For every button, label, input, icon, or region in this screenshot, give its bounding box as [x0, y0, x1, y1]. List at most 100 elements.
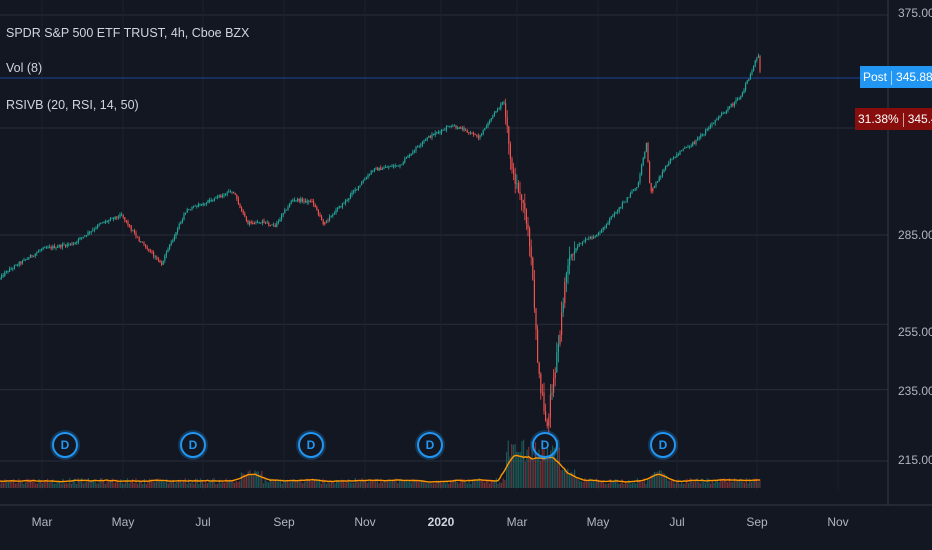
price-candle	[148, 248, 150, 251]
volume-bar	[713, 482, 715, 488]
volume-bar	[358, 482, 360, 488]
volume-bar	[495, 478, 497, 488]
price-candle	[266, 222, 268, 224]
price-candle	[724, 112, 726, 114]
volume-bar	[704, 483, 707, 488]
volume-bar	[244, 474, 246, 488]
volume-bar	[356, 480, 358, 488]
price-candle	[258, 222, 260, 224]
volume-bar	[18, 478, 20, 488]
volume-bar	[609, 479, 611, 488]
price-candle	[629, 193, 631, 198]
price-candle	[679, 151, 681, 155]
price-candle	[106, 221, 108, 222]
legend-rsivb[interactable]: RSIVB (20, RSI, 14, 50)	[6, 98, 139, 112]
volume-bar	[677, 479, 679, 488]
price-candle	[642, 157, 644, 165]
price-candle	[284, 209, 286, 213]
price-candle	[181, 219, 183, 223]
price-candle	[397, 165, 399, 167]
volume-bar	[618, 483, 620, 488]
volume-bar	[414, 480, 416, 488]
price-candle	[506, 117, 508, 127]
volume-bar	[86, 481, 88, 488]
volume-bar	[154, 481, 156, 488]
price-candle	[268, 223, 270, 226]
volume-bar	[465, 482, 467, 488]
price-candle	[612, 215, 614, 217]
price-candle	[735, 99, 737, 103]
volume-bar	[89, 481, 91, 488]
price-candle	[548, 417, 550, 426]
price-candle	[441, 129, 443, 133]
price-candle	[468, 132, 470, 134]
dividend-marker[interactable]: D	[52, 432, 78, 458]
price-candle	[37, 251, 39, 253]
volume-bar	[708, 479, 710, 488]
price-candle	[423, 140, 425, 143]
price-candle	[50, 246, 52, 249]
price-candle	[514, 173, 516, 184]
price-candle	[183, 213, 185, 220]
price-candle	[47, 247, 49, 248]
dividend-marker[interactable]: D	[180, 432, 206, 458]
price-candle	[420, 144, 422, 146]
volume-bar	[45, 479, 47, 488]
volume-bar	[679, 483, 681, 488]
price-candle	[73, 243, 75, 245]
volume-bar	[429, 482, 431, 488]
volume-bar	[60, 483, 62, 488]
price-candle	[354, 189, 356, 191]
price-candle	[674, 157, 676, 159]
price-candle	[389, 166, 391, 167]
price-candle	[330, 216, 332, 217]
volume-bar	[286, 480, 288, 488]
volume-bar	[249, 470, 251, 488]
volume-bar	[543, 447, 545, 488]
volume-bar	[30, 479, 32, 488]
volume-bar	[225, 478, 227, 488]
dividend-marker[interactable]: D	[417, 432, 443, 458]
volume-bar	[259, 474, 261, 488]
volume-bar	[431, 483, 433, 488]
price-candle	[663, 169, 665, 173]
volume-bar	[167, 483, 169, 488]
volume-bar	[747, 483, 749, 488]
price-candle	[497, 109, 499, 112]
volume-bar	[380, 478, 382, 488]
price-candle	[146, 246, 148, 249]
price-candle	[60, 245, 62, 248]
price-candle	[610, 216, 612, 220]
price-candle	[682, 148, 684, 151]
volume-bar	[687, 483, 690, 488]
legend-volume[interactable]: Vol (8)	[6, 61, 43, 75]
price-candle	[220, 195, 222, 198]
price-candle	[581, 242, 583, 245]
price-candle	[385, 167, 387, 168]
volume-bar	[296, 480, 299, 488]
dividend-marker[interactable]: D	[532, 432, 558, 458]
volume-bar	[130, 481, 132, 488]
volume-bar	[364, 480, 367, 488]
volume-bar	[38, 478, 40, 488]
price-candle	[522, 199, 524, 204]
price-candle	[89, 232, 91, 233]
volume-bar	[579, 480, 581, 488]
price-candle	[63, 244, 65, 246]
price-candle	[241, 207, 243, 211]
price-candle	[583, 241, 585, 243]
price-candle	[625, 201, 627, 203]
price-candle	[754, 60, 756, 66]
price-candle	[636, 187, 638, 189]
price-candle	[575, 247, 577, 252]
price-candle	[145, 244, 147, 247]
price-candle	[81, 237, 83, 239]
dividend-marker[interactable]: D	[298, 432, 324, 458]
volume-bar	[222, 481, 224, 488]
dividend-marker[interactable]: D	[650, 432, 676, 458]
price-candle	[741, 92, 743, 97]
volume-bar	[589, 478, 591, 488]
legend-symbol-title[interactable]: SPDR S&P 500 ETF TRUST, 4h, Cboe BZX	[6, 26, 250, 40]
